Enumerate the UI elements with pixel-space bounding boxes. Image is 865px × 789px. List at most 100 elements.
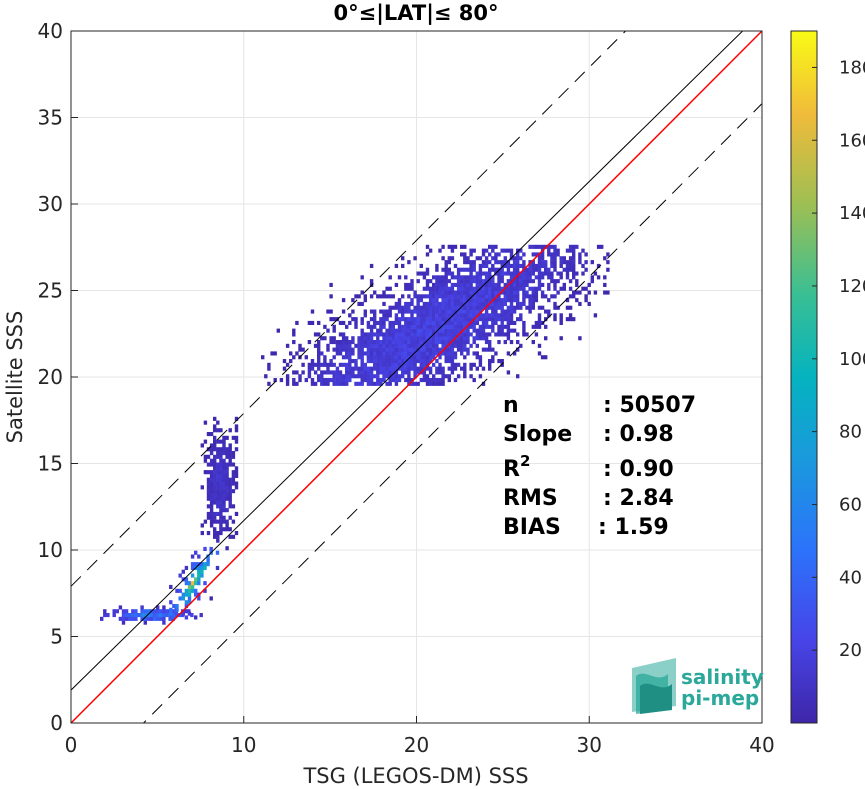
heatmap-cell bbox=[478, 267, 483, 272]
heatmap-cell bbox=[481, 263, 486, 268]
heatmap-cell bbox=[369, 378, 374, 383]
heatmap-cell bbox=[444, 328, 448, 333]
heatmap-cell bbox=[475, 320, 479, 325]
heatmap-cell bbox=[401, 355, 405, 360]
heatmap-cell bbox=[441, 336, 445, 341]
stat-label: RMS bbox=[503, 486, 558, 511]
heatmap-cell bbox=[351, 309, 355, 314]
heatmap-cell bbox=[410, 347, 414, 352]
heatmap-cell bbox=[587, 290, 591, 295]
heatmap-cell bbox=[391, 328, 395, 333]
heatmap-cell bbox=[416, 343, 420, 348]
heatmap-cell bbox=[441, 381, 445, 386]
heatmap-cell bbox=[285, 378, 290, 383]
heatmap-cell bbox=[537, 313, 542, 318]
heatmap-cell bbox=[503, 332, 507, 337]
heatmap-cell bbox=[397, 343, 402, 348]
heatmap-cell bbox=[494, 244, 498, 249]
heatmap-cell bbox=[219, 508, 223, 513]
heatmap-cell bbox=[506, 279, 511, 284]
heatmap-cell bbox=[428, 290, 433, 295]
heatmap-cell bbox=[497, 282, 501, 287]
heatmap-cell bbox=[228, 477, 232, 482]
heatmap-cell bbox=[469, 282, 473, 287]
heatmap-cell bbox=[425, 244, 430, 249]
heatmap-cell bbox=[410, 340, 414, 345]
heatmap-cell bbox=[363, 332, 367, 337]
heatmap-cell bbox=[410, 282, 414, 287]
heatmap-cell bbox=[444, 282, 448, 287]
heatmap-cell bbox=[438, 317, 442, 322]
heatmap-cell bbox=[317, 332, 321, 337]
heatmap-cell bbox=[332, 317, 336, 322]
heatmap-cell bbox=[206, 496, 211, 501]
heatmap-cell bbox=[528, 305, 532, 310]
heatmap-cell bbox=[438, 279, 442, 284]
heatmap-cell bbox=[491, 313, 495, 318]
heatmap-cell bbox=[285, 374, 290, 379]
heatmap-cell bbox=[209, 504, 214, 509]
heatmap-cell bbox=[376, 343, 380, 348]
heatmap-cell bbox=[603, 290, 607, 295]
heatmap-cell bbox=[447, 324, 451, 329]
heatmap-cell bbox=[447, 256, 451, 261]
heatmap-cell bbox=[169, 584, 173, 589]
heatmap-cell bbox=[332, 374, 336, 379]
heatmap-cell bbox=[401, 366, 405, 371]
heatmap-cell bbox=[382, 347, 386, 352]
heatmap-cell bbox=[466, 294, 470, 299]
heatmap-cell bbox=[341, 320, 346, 325]
heatmap-cell bbox=[553, 256, 557, 261]
heatmap-cell bbox=[441, 313, 445, 318]
heatmap-cell bbox=[516, 301, 520, 306]
heatmap-cell bbox=[425, 301, 430, 306]
heatmap-cell bbox=[351, 298, 355, 303]
heatmap-cell bbox=[447, 320, 451, 325]
heatmap-cell bbox=[351, 336, 355, 341]
heatmap-cell bbox=[394, 347, 399, 352]
heatmap-cell bbox=[388, 328, 392, 333]
heatmap-cell bbox=[500, 305, 504, 310]
heatmap-cell bbox=[469, 366, 473, 371]
heatmap-cell bbox=[453, 328, 458, 333]
heatmap-cell bbox=[456, 286, 461, 291]
heatmap-cell bbox=[313, 343, 318, 348]
colorbar-tick-label: 40 bbox=[839, 567, 862, 588]
heatmap-cell bbox=[200, 569, 204, 574]
heatmap-cell bbox=[382, 374, 386, 379]
heatmap-cell bbox=[216, 454, 220, 459]
heatmap-cell bbox=[348, 320, 352, 325]
heatmap-cell bbox=[222, 492, 226, 497]
heatmap-cell bbox=[121, 620, 126, 625]
heatmap-cell bbox=[419, 347, 423, 352]
heatmap-cell bbox=[225, 489, 229, 494]
heatmap-cell bbox=[450, 282, 455, 287]
heatmap-cell bbox=[382, 336, 386, 341]
heatmap-cell bbox=[565, 263, 570, 268]
heatmap-cell bbox=[124, 609, 129, 614]
colorbar-ticks: 20406080100120140160180 bbox=[812, 57, 865, 661]
heatmap-cell bbox=[397, 374, 402, 379]
heatmap-cell bbox=[156, 613, 160, 618]
heatmap-cell bbox=[216, 511, 220, 516]
heatmap-cell bbox=[438, 381, 442, 386]
heatmap-cell bbox=[382, 317, 386, 322]
heatmap-cell bbox=[357, 381, 361, 386]
heatmap-cell bbox=[475, 343, 479, 348]
heatmap-cell bbox=[397, 332, 402, 337]
heatmap-cell bbox=[401, 256, 405, 261]
heatmap-cell bbox=[506, 309, 511, 314]
heatmap-cell bbox=[534, 252, 539, 257]
heatmap-cell bbox=[450, 271, 455, 276]
heatmap-cell bbox=[435, 351, 439, 356]
heatmap-cell bbox=[376, 378, 380, 383]
heatmap-cell bbox=[219, 439, 223, 444]
heatmap-cell bbox=[578, 290, 582, 295]
heatmap-cell bbox=[404, 317, 408, 322]
heatmap-cell bbox=[491, 347, 495, 352]
heatmap-cell bbox=[497, 340, 501, 345]
heatmap-cell bbox=[481, 286, 486, 291]
heatmap-cell bbox=[509, 271, 514, 276]
heatmap-cell bbox=[500, 332, 504, 337]
heatmap-cell bbox=[463, 244, 467, 249]
